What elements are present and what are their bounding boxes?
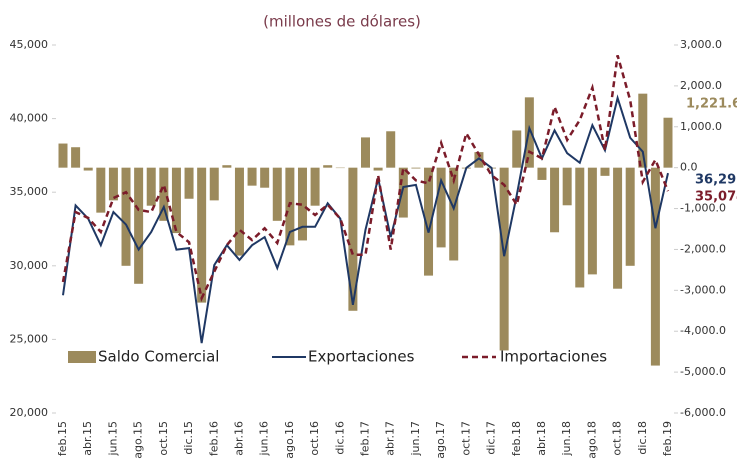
bar <box>272 167 282 221</box>
y2-tick-label: 1,000.0 <box>680 120 722 133</box>
x-tick-label: oct.17 <box>459 421 472 456</box>
bar <box>310 167 320 206</box>
x-tick-label: dic.16 <box>333 421 346 455</box>
bar <box>587 167 597 275</box>
value-label: 36,295.7 <box>695 173 737 188</box>
bar <box>625 167 635 266</box>
x-tick-label: feb.18 <box>510 421 523 456</box>
bar <box>209 167 219 201</box>
legend-label: Saldo Comercial <box>98 348 219 366</box>
x-tick-label: oct.16 <box>308 421 321 456</box>
x-tick-label: ago.17 <box>434 421 447 459</box>
bar <box>650 167 660 366</box>
y2-tick-label: 2,000.0 <box>680 79 722 92</box>
bar <box>436 167 446 248</box>
x-tick-label: abr.15 <box>81 421 94 456</box>
bar <box>361 137 370 168</box>
bar <box>297 167 307 241</box>
bar <box>247 167 257 186</box>
bar <box>197 167 207 303</box>
bar <box>663 117 673 168</box>
bar <box>121 167 131 266</box>
bar <box>424 167 434 276</box>
legend-label: Importaciones <box>500 348 607 366</box>
x-tick-label: oct.18 <box>611 421 624 456</box>
x-tick-label: oct.15 <box>157 421 170 456</box>
bar <box>83 167 93 171</box>
y2-tick-label: -5,000.0 <box>680 365 726 378</box>
y2-tick-label: -4,000.0 <box>680 324 726 337</box>
line-series <box>62 94 669 344</box>
x-tick-label: jun.15 <box>106 421 119 457</box>
bar <box>398 167 408 218</box>
bar <box>537 167 547 180</box>
y-tick-label: 45,000 <box>10 38 49 51</box>
bar <box>348 167 358 311</box>
x-tick-label: jun.18 <box>560 421 573 457</box>
x-tick-label: ago.16 <box>283 421 296 459</box>
bar <box>96 167 106 213</box>
x-tick-label: dic.15 <box>182 421 195 455</box>
y2-tick-label: -2,000.0 <box>680 242 726 255</box>
bar <box>159 167 169 221</box>
x-tick-label: dic.18 <box>636 421 649 455</box>
x-tick-label: dic.17 <box>485 421 498 455</box>
y-tick-label: 35,000 <box>10 185 49 198</box>
bar <box>71 147 81 168</box>
bar <box>575 167 585 288</box>
bar <box>171 167 181 234</box>
x-tick-label: abr.18 <box>535 421 548 456</box>
bar <box>222 165 232 168</box>
bar <box>146 167 156 206</box>
x-tick-label: jun.17 <box>409 421 422 457</box>
bar <box>499 167 509 351</box>
line-series <box>61 54 670 302</box>
bar <box>234 167 244 256</box>
x-tick-label: ago.18 <box>585 421 598 459</box>
y2-tick-label: -1,000.0 <box>680 202 726 215</box>
bar <box>562 167 572 206</box>
bar <box>613 167 623 289</box>
x-tick-label: ago.15 <box>132 421 145 459</box>
bar <box>260 167 270 188</box>
y2-tick-label: -3,000.0 <box>680 283 726 296</box>
chart-subtitle: (millones de dólares) <box>263 13 421 31</box>
bar <box>550 167 560 233</box>
bar <box>474 152 484 168</box>
x-tick-label: feb.17 <box>359 421 372 456</box>
x-tick-label: feb.15 <box>56 421 69 456</box>
y2-tick-label: -6,000.0 <box>680 406 726 419</box>
bar <box>184 167 194 199</box>
bar <box>600 167 610 176</box>
y2-tick-label: 3,000.0 <box>680 38 722 51</box>
y-tick-label: 25,000 <box>10 332 49 345</box>
bar <box>386 131 396 168</box>
x-tick-label: jun.16 <box>258 421 271 457</box>
y2-tick-label: 0.0 <box>680 161 698 174</box>
legend-label: Exportaciones <box>308 348 415 366</box>
value-label: 35,074.1 <box>695 190 737 205</box>
bar <box>449 167 459 261</box>
y-tick-label: 20,000 <box>10 406 49 419</box>
bar <box>411 167 421 169</box>
y-tick-label: 40,000 <box>10 112 49 125</box>
bar <box>108 167 118 201</box>
bar <box>512 130 522 168</box>
x-tick-label: feb.16 <box>207 421 220 456</box>
bar <box>373 167 383 171</box>
y-tick-label: 30,000 <box>10 259 49 272</box>
bar <box>58 143 68 168</box>
x-tick-label: abr.17 <box>384 421 397 456</box>
value-label: 1,221.6 <box>686 97 737 112</box>
x-tick-label: abr.16 <box>232 421 245 456</box>
x-tick-label: feb.19 <box>661 421 674 456</box>
bar <box>323 165 333 168</box>
bar <box>638 93 648 168</box>
legend-swatch <box>68 351 96 363</box>
bar <box>134 167 144 284</box>
